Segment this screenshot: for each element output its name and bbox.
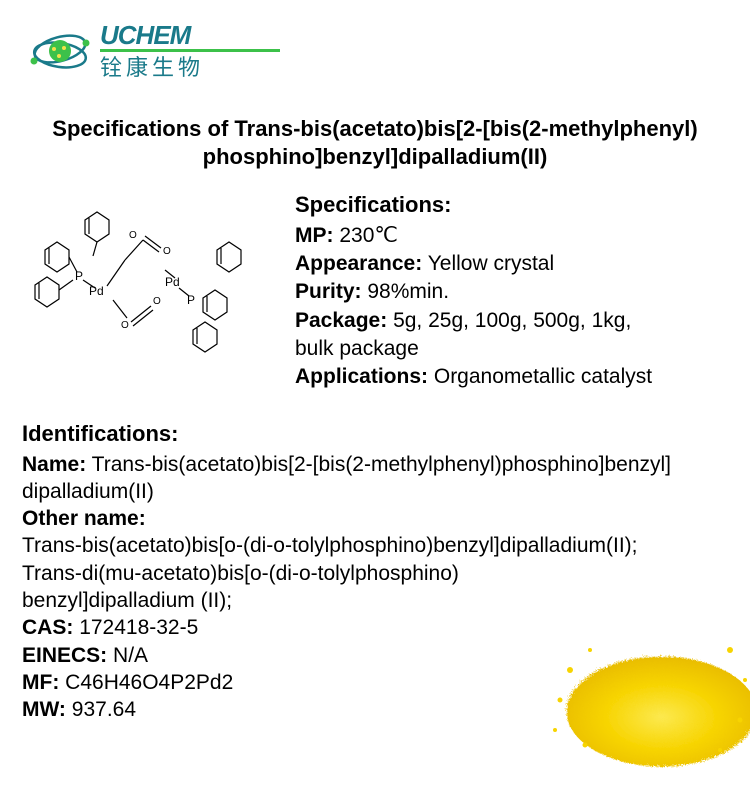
identifications-heading: Identifications: (22, 420, 730, 449)
title-line-1: Specifications of Trans-bis(acetato)bis[… (30, 115, 720, 143)
purity-value: 98%min. (367, 280, 449, 303)
ident-row-name: Name: Trans-bis(acetato)bis[2-[bis(2-met… (22, 451, 730, 478)
spec-row-purity: Purity: 98%min. (295, 278, 652, 306)
cas-label: CAS: (22, 616, 73, 639)
appearance-label: Appearance: (295, 252, 422, 275)
title-line-2: phosphino]benzyl]dipalladium(II) (30, 143, 720, 171)
brand-name-en: UCHEM (100, 20, 280, 51)
specifications-block: Specifications: MP: 230℃ Appearance: Yel… (295, 190, 652, 392)
applications-label: Applications: (295, 365, 428, 388)
svg-text:O: O (129, 230, 137, 241)
appearance-value: Yellow crystal (428, 252, 554, 275)
specs-heading: Specifications: (295, 190, 652, 220)
mp-value: 230℃ (339, 224, 398, 247)
svg-text:O: O (163, 246, 171, 257)
logo-text: UCHEM 铨康生物 (100, 20, 280, 82)
name-label: Name: (22, 453, 86, 476)
mw-label: MW: (22, 698, 66, 721)
package-value-1: 5g, 25g, 100g, 500g, 1kg, (393, 309, 631, 332)
spec-row-appearance: Appearance: Yellow crystal (295, 250, 652, 278)
applications-value: Organometallic catalyst (434, 365, 652, 388)
spec-row-package: Package: 5g, 25g, 100g, 500g, 1kg, (295, 307, 652, 335)
other-name-line-1: Trans-bis(acetato)bis[o-(di-o-tolylphosp… (22, 532, 730, 559)
logo: UCHEM 铨康生物 (30, 20, 280, 82)
package-value-2: bulk package (295, 335, 652, 363)
cas-value: 172418-32-5 (79, 616, 198, 639)
spec-row-mp: MP: 230℃ (295, 222, 652, 250)
mp-label: MP: (295, 224, 334, 247)
mf-value: C46H46O4P2Pd2 (65, 671, 233, 694)
svg-text:O: O (153, 296, 161, 307)
product-powder-image (530, 600, 750, 780)
svg-text:P: P (75, 269, 83, 283)
svg-text:O: O (121, 320, 129, 331)
other-name-label: Other name: (22, 505, 730, 532)
purity-label: Purity: (295, 280, 362, 303)
einecs-label: EINECS: (22, 644, 107, 667)
einecs-value: N/A (113, 644, 148, 667)
page-title: Specifications of Trans-bis(acetato)bis[… (0, 115, 750, 170)
name-line-1: Trans-bis(acetato)bis[2-[bis(2-methylphe… (92, 453, 671, 476)
other-name-line-2: Trans-di(mu-acetato)bis[o-(di-o-tolylpho… (22, 560, 730, 587)
mf-label: MF: (22, 671, 59, 694)
mw-value: 937.64 (72, 698, 136, 721)
package-label: Package: (295, 309, 387, 332)
spec-row-applications: Applications: Organometallic catalyst (295, 363, 652, 391)
name-line-2: dipalladium(II) (22, 478, 730, 505)
chemical-structure-diagram: P Pd O O O O Pd P (25, 200, 255, 360)
logo-mark (30, 21, 90, 81)
brand-name-cn: 铨康生物 (100, 50, 280, 82)
svg-text:Pd: Pd (165, 275, 180, 289)
